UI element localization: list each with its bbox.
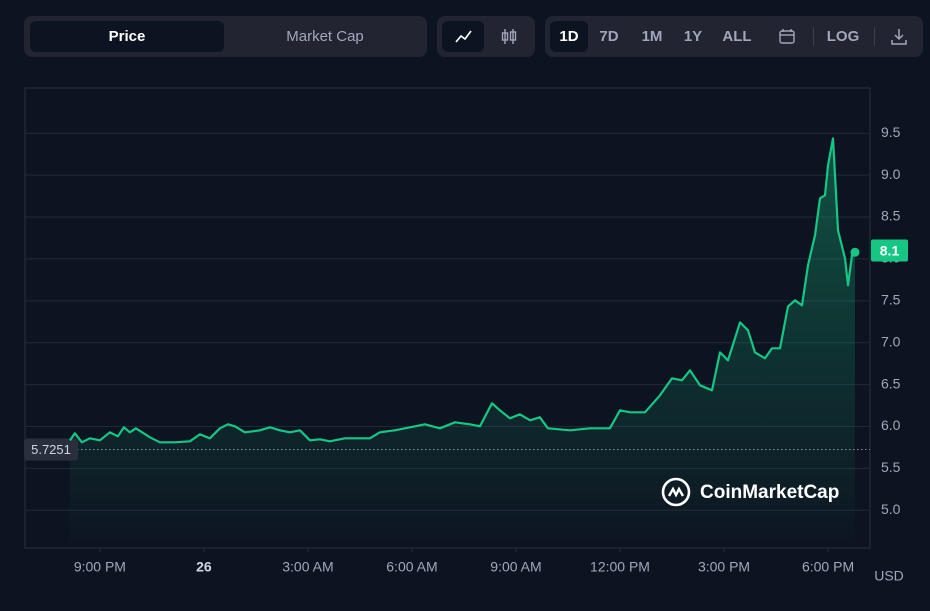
current-value-badge <box>871 239 908 262</box>
y-tick-label: 7.5 <box>881 292 901 308</box>
x-tick-label: 6:00 PM <box>802 559 854 575</box>
y-tick-label: 6.0 <box>881 417 901 433</box>
y-tick-label: 5.5 <box>881 459 901 475</box>
divider <box>813 27 814 46</box>
metric-toggle: Price Market Cap <box>24 16 427 57</box>
grid <box>25 132 870 552</box>
x-tick-label: 9:00 AM <box>490 559 541 575</box>
currency-label: USD <box>874 568 904 584</box>
calendar-icon <box>779 29 795 44</box>
watermark-logo <box>661 477 691 507</box>
download-icon <box>891 29 907 45</box>
range-1m[interactable]: 1M <box>641 28 663 45</box>
reference-badge <box>24 438 78 461</box>
y-tick-label: 5.0 <box>881 501 901 517</box>
price-area <box>69 138 855 548</box>
x-tick-label: 9:00 PM <box>74 559 126 575</box>
current-value-label: 8.1 <box>880 242 900 258</box>
last-point <box>850 247 860 257</box>
price-line <box>69 137 856 444</box>
y-tick-label: 9.5 <box>881 124 901 140</box>
plot: 5.7251 <box>24 137 870 548</box>
divider <box>874 27 875 46</box>
x-tick-label: 3:00 PM <box>698 559 750 575</box>
y-tick-label: 6.5 <box>881 375 901 391</box>
x-tick-label: 12:00 PM <box>590 559 650 575</box>
range-all[interactable]: ALL <box>722 28 752 45</box>
plot-frame <box>24 87 871 549</box>
candle-icon <box>501 29 517 44</box>
line-icon <box>455 30 472 43</box>
watermark: CoinMarketCap <box>661 477 839 507</box>
download-button[interactable] <box>882 21 916 52</box>
chart-style-toggle <box>437 16 535 57</box>
x-tick-label: 26 <box>196 559 212 575</box>
y-tick-label: 9.0 <box>881 166 901 182</box>
watermark-text: CoinMarketCap <box>700 482 839 503</box>
x-tick-label: 3:00 AM <box>282 559 333 575</box>
log-toggle[interactable]: LOG <box>826 28 860 45</box>
y-tick-label: 8.5 <box>881 208 901 224</box>
candle-chart-button[interactable] <box>488 21 530 52</box>
range-1d[interactable]: 1D <box>550 21 588 52</box>
y-tick-label: 8.0 <box>881 250 901 266</box>
calendar-button[interactable] <box>770 21 804 52</box>
range-toolbar: 1D 7D 1M 1Y ALL LOG <box>545 16 923 57</box>
reference-label: 5.7251 <box>31 442 71 457</box>
market-cap-tab[interactable]: Market Cap <box>286 28 364 45</box>
y-tick-label: 7.0 <box>881 333 901 349</box>
watermark-logo-mark <box>667 486 685 498</box>
price-tab[interactable]: Price <box>30 21 224 52</box>
range-7d[interactable]: 7D <box>599 28 619 45</box>
x-tick-label: 6:00 AM <box>386 559 437 575</box>
range-1y[interactable]: 1Y <box>683 28 703 45</box>
line-chart-button[interactable] <box>442 21 484 52</box>
